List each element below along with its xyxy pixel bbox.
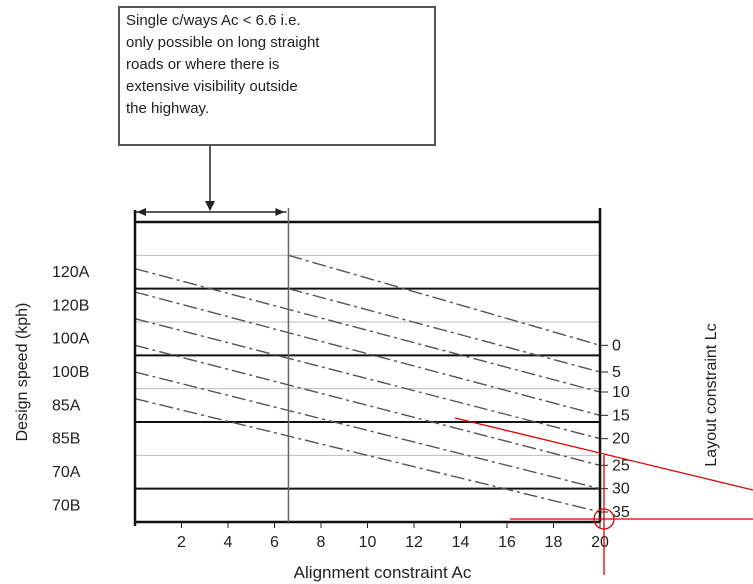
- speed-band-label: 120A: [52, 264, 90, 281]
- annotation-line-2: only possible on long straight: [126, 34, 320, 51]
- x-tick-label: 12: [405, 534, 423, 551]
- x-tick-label: 6: [270, 534, 279, 551]
- x-axis-title: Alignment constraint Ac: [294, 563, 472, 582]
- lc-series-lines: [134, 254, 601, 513]
- x-tick-label: 4: [224, 534, 233, 551]
- series-line-lc-25: [134, 344, 601, 467]
- annotation-line-4: extensive visibility outside: [126, 78, 298, 95]
- pointer-arrowhead: [205, 201, 215, 211]
- series-line-lc-30: [134, 371, 601, 490]
- series-label-lc-25: 25: [612, 457, 630, 474]
- y-axis-title: Design speed (kph): [14, 303, 31, 442]
- annotation-line-1: Single c/ways Ac < 6.6 i.e.: [126, 12, 301, 29]
- speed-band-label: 85A: [52, 397, 81, 414]
- x-tick-label: 8: [317, 534, 326, 551]
- red-overlay: [454, 417, 753, 575]
- annotation-line-3: roads or where there is: [126, 56, 280, 73]
- chart-frame: [133, 146, 602, 526]
- series-line-lc-15: [134, 291, 601, 417]
- series-line-lc-0: [288, 254, 601, 347]
- series-label-lc-10: 10: [612, 384, 630, 401]
- speed-band-label: 85B: [52, 431, 80, 448]
- speed-band-label: 100B: [52, 364, 89, 381]
- series-label-lc-0: 0: [612, 337, 621, 354]
- annotation-line-5: the highway.: [126, 100, 210, 117]
- red-diagonal-line: [454, 417, 753, 491]
- x-tick-label: 20: [591, 534, 609, 551]
- speed-band-label: 120B: [52, 297, 89, 314]
- series-label-lc-5: 5: [612, 364, 621, 381]
- speed-band-label: 70A: [52, 464, 81, 481]
- series-line-lc-10: [134, 267, 601, 393]
- series-label-lc-35: 35: [612, 504, 630, 521]
- right-axis-title: Layout constraint Lc: [703, 323, 720, 466]
- x-tick-label: 16: [498, 534, 516, 551]
- series-label-lc-15: 15: [612, 407, 630, 424]
- grid-lines: [135, 254, 600, 490]
- x-tick-label: 18: [545, 534, 563, 551]
- x-tick-label: 14: [452, 534, 470, 551]
- series-label-lc-30: 30: [612, 481, 630, 498]
- chart-text: 0 5 10 15 20 25 30 35 2 4 6 8 10 12 14 16 18 20 120A 120B 10…: [14, 264, 720, 582]
- dimension-arrow-left: [137, 208, 146, 216]
- series-label-lc-20: 20: [612, 431, 630, 448]
- speed-band-label: 70B: [52, 497, 80, 514]
- dimension-arrow-right: [275, 208, 285, 216]
- series-line-lc-35: [134, 397, 601, 513]
- speed-band-label: 100A: [52, 331, 90, 348]
- series-line-lc-5: [288, 287, 601, 373]
- x-tick-label: 2: [177, 534, 186, 551]
- red-circle-marker: [593, 508, 615, 530]
- series-line-lc-20: [134, 317, 601, 440]
- x-tick-label: 10: [359, 534, 377, 551]
- annotation-box: Single c/ways Ac < 6.6 i.e. only possibl…: [118, 6, 436, 146]
